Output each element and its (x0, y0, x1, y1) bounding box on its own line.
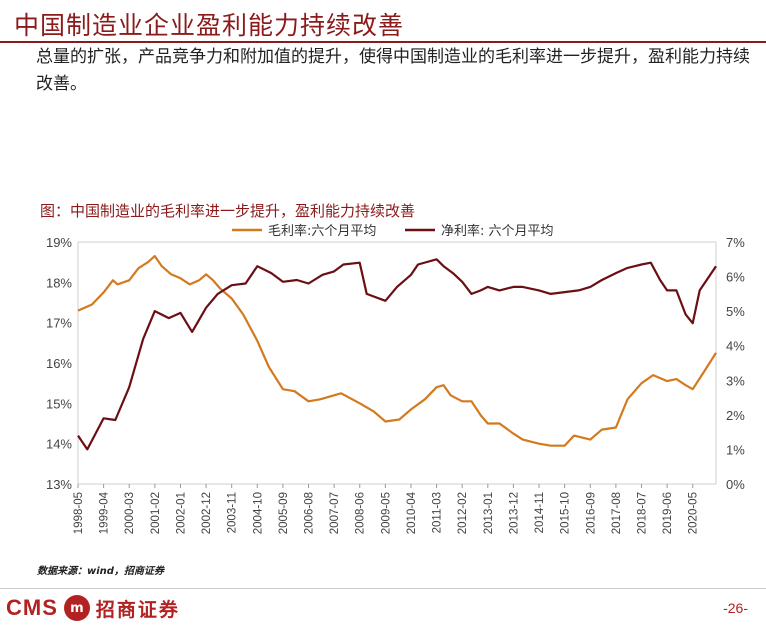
legend-label: 净利率: 六个月平均 (441, 223, 554, 239)
x-tick-label: 2020-05 (688, 492, 700, 534)
y-right-tick-label: 1% (726, 442, 745, 457)
x-tick-label: 2002-12 (201, 492, 213, 534)
logo-cms-text: CMS (6, 595, 58, 620)
x-tick-label: 2013-01 (483, 492, 495, 534)
page-number: -26- (723, 600, 748, 616)
x-tick-label: 2008-06 (355, 492, 367, 534)
x-tick-label: 2012-02 (457, 492, 469, 534)
x-tick-label: 2017-08 (611, 492, 623, 534)
x-tick-label: 2014-11 (534, 492, 546, 533)
y-left-tick-label: 17% (46, 316, 72, 331)
title-divider (0, 41, 766, 43)
x-tick-label: 2004-10 (252, 492, 264, 534)
logo-emblem-icon: m (63, 595, 90, 621)
y-left-tick-label: 18% (46, 275, 72, 290)
chart-axes: 13% 14% 15% 16% 17% 18% 19% 0% 1% 2% 3% 4% 5% 6% 7% 199… (46, 235, 745, 534)
y-right-tick-label: 5% (726, 304, 745, 319)
y-left-tick-label: 19% (46, 235, 72, 250)
x-tick-label: 2003-11 (227, 492, 239, 533)
x-tick-label: 1998-05 (73, 492, 85, 534)
y-left-tick-label: 14% (46, 437, 72, 452)
chart-series (77, 255, 717, 451)
x-tick-label: 2018-07 (636, 492, 648, 534)
plot-frame (77, 241, 717, 485)
x-tick-label: 2019-06 (662, 492, 674, 534)
x-tick-label: 2000-03 (124, 492, 136, 534)
y-left-tick-label: 13% (46, 477, 72, 492)
x-tick-label: 2015-10 (560, 492, 572, 534)
footer-divider (0, 588, 766, 589)
chart-legend: 毛利率:六个月平均 净利率: 六个月平均 (232, 223, 554, 239)
chart-caption: 图：中国制造业的毛利率进一步提升，盈利能力持续改善 (40, 202, 416, 220)
legend-label: 毛利率:六个月平均 (268, 223, 376, 239)
net-margin-line (77, 258, 717, 451)
y-right-tick-label: 3% (726, 373, 745, 388)
x-tick-label: 2009-05 (380, 492, 392, 534)
brand-logo: CMS m 招商证券 (6, 593, 180, 623)
y-right-tick-label: 6% (726, 270, 745, 285)
x-tick-label: 2005-09 (278, 492, 290, 534)
x-tick-label: 2016-09 (585, 492, 597, 534)
y-right-tick-label: 0% (726, 477, 745, 492)
y-right-tick-label: 7% (726, 235, 745, 250)
x-tick-label: 2001-02 (150, 492, 162, 534)
x-tick-label: 2006-08 (304, 492, 316, 534)
gross-margin-line (77, 255, 717, 447)
x-tick-label: 2007-07 (329, 492, 341, 534)
intro-paragraph: 总量的扩张，产品竞争力和附加值的提升，使得中国制造业的毛利率进一步提升，盈利能力… (36, 47, 750, 94)
x-tick-label: 2011-03 (432, 492, 444, 533)
x-tick-label: 2010-04 (406, 491, 418, 534)
data-source: 数据来源：wind，招商证券 (37, 566, 164, 577)
x-tick-label: 1999-04 (99, 491, 111, 534)
y-left-tick-label: 16% (46, 356, 72, 371)
y-right-tick-label: 2% (726, 408, 745, 423)
x-tick-label: 2002-01 (175, 492, 187, 534)
x-tick-label: 2013-12 (508, 492, 520, 534)
y-right-tick-label: 4% (726, 339, 745, 354)
y-left-tick-label: 15% (46, 396, 72, 411)
margin-line-chart: 13% 14% 15% 16% 17% 18% 19% 0% 1% 2% 3% 4% 5% 6% 7% 199… (46, 223, 745, 534)
logo-company-name: 招商证券 (95, 598, 180, 621)
page-title: 中国制造业企业盈利能力持续改善 (14, 11, 405, 40)
